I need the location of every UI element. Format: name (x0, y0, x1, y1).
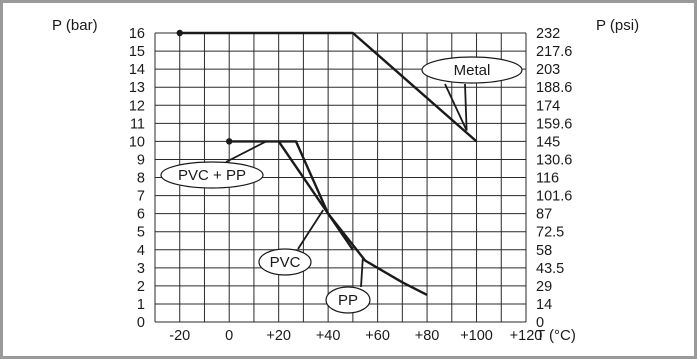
y-left-tick-label: 3 (137, 261, 145, 277)
y-left-tick-label: 0 (137, 315, 145, 331)
y-right-tick-label: 116 (536, 171, 559, 187)
callout-box-pvc-pp (160, 161, 264, 189)
y-right-tick-label: 87 (536, 207, 552, 223)
y-left-tick-label: 7 (137, 189, 145, 205)
x-tick-label: 0 (225, 328, 233, 344)
y-right-tick-label: 232 (536, 26, 560, 42)
series-line-pvc (277, 140, 354, 251)
series-start-marker-pvc-pp (226, 138, 233, 145)
x-tick-label: +20 (266, 328, 291, 344)
callout-label-pvc: PVC (270, 254, 301, 271)
y-right-tick-label: 159.6 (536, 116, 572, 132)
callout-layer: Metal PVC + PP PVC PP (160, 56, 523, 314)
callout-label-pvc-pp: PVC + PP (178, 167, 246, 184)
series-start-marker-metal (176, 29, 183, 37)
y-left-tick-label: 5 (137, 225, 145, 241)
y-left-axis-label: P (bar) (52, 17, 98, 34)
callout-leader-metal (444, 83, 468, 131)
x-tick-label: +80 (415, 328, 440, 344)
y-left-tick-label: 15 (129, 44, 145, 60)
series-line-pp (278, 140, 428, 296)
callout-leader-pvc (297, 209, 324, 250)
y-left-tick-label: 12 (129, 98, 145, 114)
y-left-tick-label: 4 (137, 243, 145, 259)
y-right-tick-label: 14 (536, 297, 552, 313)
callout-label-metal: Metal (454, 62, 491, 79)
y-right-tick-label: 58 (536, 243, 552, 259)
y-right-tick-label: 0 (536, 315, 544, 331)
x-tick-label: +120 (510, 328, 543, 344)
y-left-tick-label: 6 (137, 207, 145, 223)
callout-label-pp: PP (338, 292, 358, 309)
callout-box-metal (421, 56, 523, 84)
y-left-tick-label: 16 (129, 26, 145, 42)
y-right-tick-label: 145 (536, 134, 560, 150)
y-right-tick-label: 101.6 (536, 189, 572, 205)
callout-leader-pvc-pp (225, 140, 267, 163)
x-tick-label: +40 (316, 328, 341, 344)
y-right-tick-label: 188.6 (536, 80, 572, 96)
callout-box-pp (325, 286, 371, 314)
y-left-tick-label: 11 (130, 116, 145, 132)
y-left-tick-label: 8 (137, 171, 145, 187)
y-left-tick-label: 1 (137, 297, 145, 313)
y-left-tick-label: 10 (129, 134, 145, 150)
tick-layer: 0123456789101112131415160142943.55872.58… (129, 26, 572, 344)
callout-leader-pp (360, 258, 364, 288)
y-right-tick-label: 29 (536, 279, 552, 295)
y-right-tick-label: 72.5 (536, 225, 564, 241)
x-tick-label: +100 (460, 328, 493, 344)
grid (154, 32, 527, 323)
x-tick-label: +60 (365, 328, 390, 344)
y-left-tick-label: 14 (129, 62, 145, 78)
y-right-tick-label: 217.6 (536, 44, 572, 60)
y-right-tick-label: 174 (536, 98, 560, 114)
x-tick-label: -20 (169, 328, 190, 344)
callout-box-pvc (258, 248, 312, 276)
x-axis-label: T (°C) (536, 327, 576, 344)
series-layer (176, 29, 478, 296)
y-left-tick-label: 13 (129, 80, 145, 96)
y-left-tick-label: 9 (137, 152, 145, 168)
y-right-axis-label: P (psi) (596, 17, 639, 34)
callout-leader-metal (464, 83, 468, 131)
y-right-tick-label: 130.6 (536, 152, 572, 168)
y-right-tick-label: 43.5 (536, 261, 564, 277)
series-line-metal (179, 31, 478, 143)
y-right-tick-label: 203 (536, 62, 560, 78)
y-left-tick-label: 2 (137, 279, 145, 295)
